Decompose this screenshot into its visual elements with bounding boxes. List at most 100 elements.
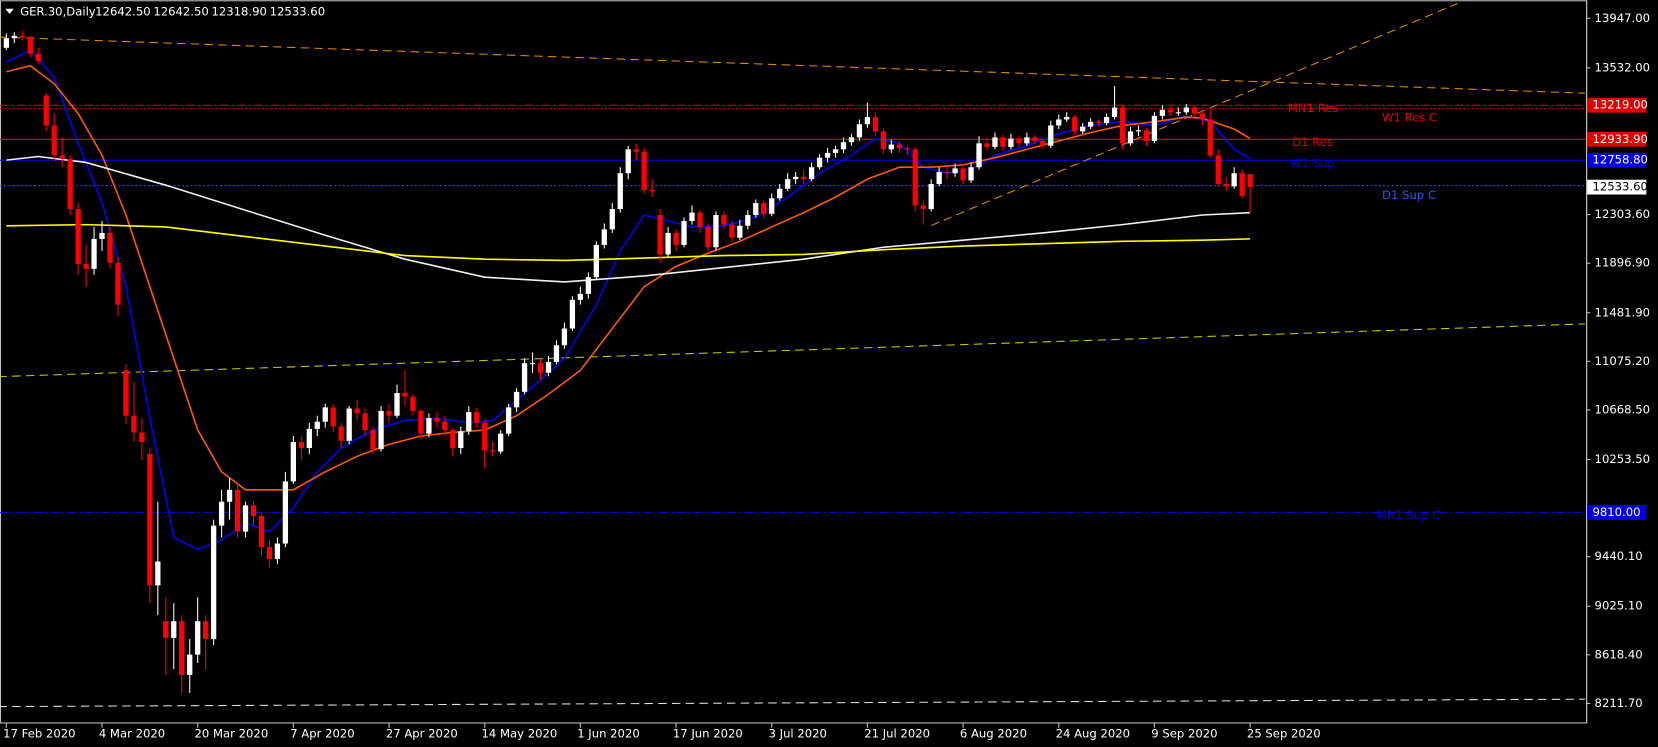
candle-body [1080, 126, 1086, 132]
candle-body [976, 143, 982, 168]
candle-body [474, 412, 480, 423]
candle-body [585, 277, 592, 294]
level-name: MN1 Res [1288, 101, 1339, 115]
candle-body [195, 621, 201, 655]
candle-body [59, 155, 65, 159]
candle-body [808, 167, 815, 180]
candle-body [131, 415, 137, 433]
candle-body [1127, 131, 1134, 144]
candle-body [1247, 174, 1253, 188]
y-tick-label: 13947.00 [1595, 11, 1650, 25]
x-tick-label: 9 Sep 2020 [1151, 727, 1217, 741]
candle-body [832, 149, 839, 153]
candle-body [67, 158, 73, 210]
level-price: 13219.00 [1592, 98, 1647, 112]
menu-icon[interactable] [5, 8, 14, 14]
candle-body [505, 407, 512, 434]
candle-body [338, 426, 344, 441]
candle-body [210, 525, 217, 640]
ohlc-value: 12642.50 [95, 4, 150, 18]
candle-body [569, 299, 576, 329]
candle-body [1032, 137, 1038, 141]
candle-body [466, 412, 472, 432]
candle-body [115, 262, 121, 305]
candle-body [928, 183, 934, 210]
candle-body [354, 408, 360, 414]
candle-body [513, 391, 520, 408]
candle-body [529, 363, 536, 365]
candle-body [402, 393, 408, 397]
candle-body [346, 408, 352, 441]
x-tick-label: 20 Mar 2020 [195, 727, 269, 741]
candle-body [545, 361, 552, 373]
candle-body [11, 35, 17, 39]
candle-body [1191, 107, 1197, 114]
candle-body [593, 244, 599, 278]
ohlc-value: 12642.50 [153, 4, 208, 18]
candle-body [394, 393, 400, 416]
candle-body [1175, 112, 1181, 114]
candle-body [984, 143, 990, 147]
candle-body [123, 370, 129, 416]
current-price: 12533.60 [1592, 180, 1647, 194]
candle-body [139, 432, 145, 443]
candle-body [816, 157, 823, 168]
candle-body [769, 198, 775, 214]
x-tick-label: 7 Apr 2020 [290, 727, 354, 741]
candle-body [944, 172, 950, 174]
candle-body [290, 442, 297, 482]
candle-body [880, 131, 886, 150]
level-name: D1 Res [1292, 135, 1333, 149]
candle-body [864, 117, 871, 125]
candle-body [1056, 119, 1062, 126]
level-price: 12758.80 [1592, 153, 1647, 167]
candle-body [434, 418, 440, 422]
level-name: W1 Sup [1290, 156, 1335, 170]
candle-body [234, 489, 241, 532]
candle-body [745, 215, 751, 226]
candle-body [1048, 125, 1054, 146]
candle-body [1215, 155, 1221, 184]
candle-body [410, 396, 416, 411]
candle-body [258, 516, 265, 548]
candle-body [107, 232, 113, 263]
level-name: D1 Sup C [1382, 188, 1436, 202]
candle-body [1207, 119, 1213, 156]
candle-body [298, 442, 304, 448]
candle-body [1016, 138, 1022, 144]
candle-body [490, 450, 496, 452]
candle-body [370, 430, 376, 450]
candle-body [1135, 130, 1142, 132]
ohlc-value: 12533.60 [270, 4, 325, 18]
candle-body [968, 167, 974, 181]
level-price-box [1587, 97, 1647, 113]
x-tick-label: 17 Feb 2020 [3, 727, 75, 741]
candle-body [665, 232, 671, 255]
candle-body [920, 205, 926, 210]
current-price-box [1587, 179, 1647, 195]
candle-body [657, 215, 663, 255]
candle-body [753, 203, 759, 216]
candle-body [729, 224, 735, 238]
candle-body [793, 176, 799, 180]
y-tick-label: 11481.90 [1595, 305, 1650, 319]
candle-body [1167, 109, 1174, 113]
candle-body [992, 137, 998, 147]
candle-body [418, 410, 424, 434]
trend-line [0, 323, 1585, 378]
moving-average [6, 64, 1251, 491]
trend-line [0, 698, 1585, 708]
candle-body [737, 225, 743, 238]
candle-body [187, 654, 193, 675]
candle-body [840, 142, 847, 150]
candle-body [617, 173, 623, 210]
y-tick-label: 9025.10 [1595, 599, 1643, 613]
candle-body [1143, 130, 1150, 141]
y-tick-label: 12303.60 [1595, 207, 1650, 221]
candle-body [306, 428, 312, 448]
candle-body [155, 561, 161, 586]
candle-body [936, 172, 942, 184]
level-price-box [1587, 131, 1647, 147]
